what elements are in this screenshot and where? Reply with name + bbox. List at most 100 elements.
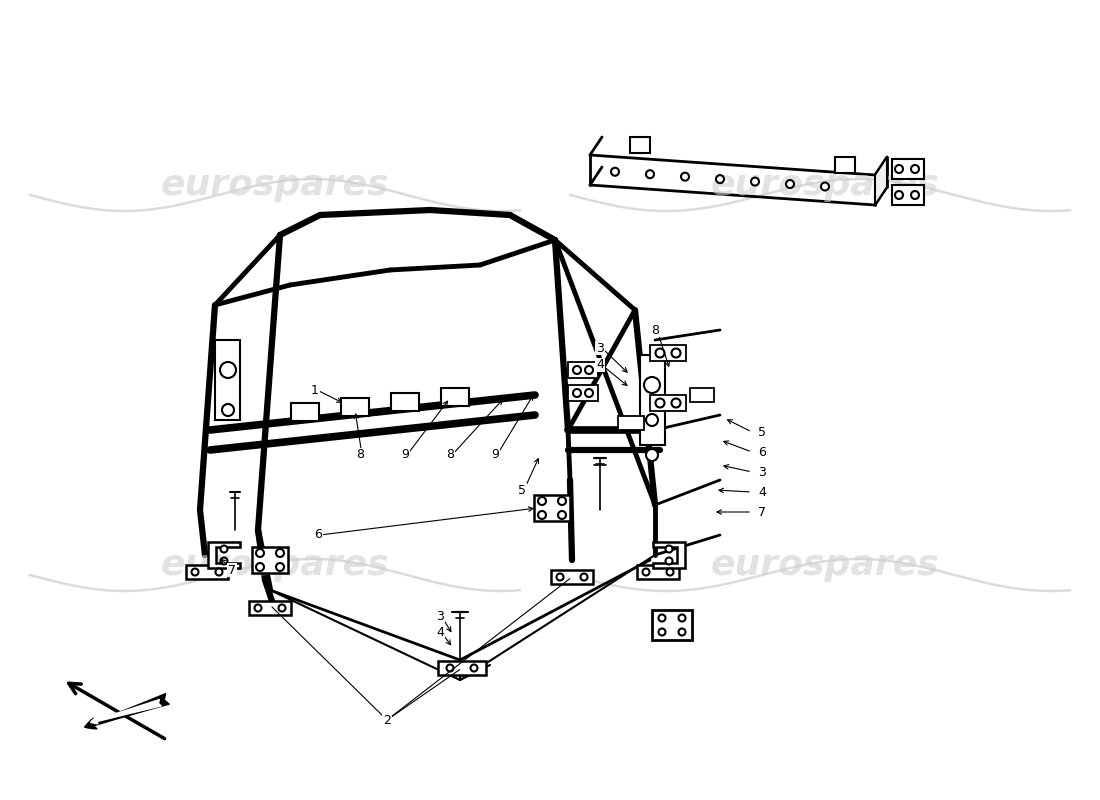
Circle shape [895,165,903,173]
Circle shape [911,191,918,199]
Text: 8: 8 [446,449,454,462]
Text: 5: 5 [758,426,766,438]
Polygon shape [208,542,240,568]
Bar [341,398,368,416]
Polygon shape [214,340,240,420]
Circle shape [646,170,654,178]
Circle shape [671,349,681,358]
Circle shape [220,558,228,565]
Circle shape [558,497,566,505]
Text: 6: 6 [758,446,766,458]
Circle shape [585,389,593,397]
Bar [551,570,593,584]
Circle shape [716,175,724,183]
Circle shape [646,449,658,461]
Circle shape [666,546,672,553]
Circle shape [191,569,198,575]
Circle shape [679,629,685,635]
Bar [534,495,570,521]
Bar [652,610,692,640]
Circle shape [276,563,284,571]
Bar [637,565,679,579]
Circle shape [220,362,236,378]
Text: 3: 3 [596,342,604,354]
Circle shape [254,605,262,611]
Text: eurospares: eurospares [711,548,939,582]
Bar [438,661,486,675]
Circle shape [256,563,264,571]
Text: eurospares: eurospares [161,168,389,202]
Circle shape [447,665,453,671]
Text: 6: 6 [315,529,322,542]
Bar [892,159,924,179]
Circle shape [667,569,673,575]
Bar [249,601,292,615]
Circle shape [911,165,918,173]
Circle shape [895,191,903,199]
Text: 7: 7 [228,563,236,577]
Circle shape [821,182,829,190]
Circle shape [538,511,546,519]
Polygon shape [653,542,685,568]
Bar [390,393,419,411]
Bar [660,616,684,634]
Text: 7: 7 [758,506,766,518]
Text: 9: 9 [491,449,499,462]
Circle shape [573,389,581,397]
Bar [650,345,686,361]
Text: 4: 4 [758,486,766,498]
Bar [690,388,714,402]
Bar [292,403,319,421]
Circle shape [276,549,284,557]
Circle shape [786,180,794,188]
Text: 8: 8 [356,449,364,462]
Circle shape [642,569,649,575]
Circle shape [585,366,593,374]
Circle shape [751,178,759,186]
Circle shape [656,398,664,407]
Circle shape [679,614,685,622]
Circle shape [220,546,228,553]
Text: 3: 3 [436,610,444,623]
Text: 4: 4 [596,358,604,371]
Bar [186,565,228,579]
Circle shape [656,349,664,358]
Text: 9: 9 [402,449,409,462]
Text: 2: 2 [383,714,390,726]
Bar [441,388,469,406]
Bar [650,395,686,411]
Circle shape [256,549,264,557]
Circle shape [471,665,477,671]
Circle shape [646,414,658,426]
Circle shape [581,574,587,581]
Text: eurospares: eurospares [711,168,939,202]
Circle shape [573,366,581,374]
Text: 1: 1 [311,383,319,397]
Polygon shape [874,157,887,205]
Circle shape [659,614,666,622]
Text: 3: 3 [758,466,766,478]
Circle shape [671,398,681,407]
Polygon shape [835,157,855,173]
Polygon shape [640,355,666,445]
Circle shape [216,569,222,575]
Polygon shape [630,137,650,153]
Circle shape [222,404,234,416]
Bar [568,385,598,401]
Circle shape [681,173,689,181]
Circle shape [644,377,660,393]
Text: eurospares: eurospares [161,548,389,582]
Circle shape [278,605,286,611]
Text: 5: 5 [518,483,526,497]
Circle shape [558,511,566,519]
Text: 8: 8 [651,323,659,337]
Bar [892,185,924,205]
Circle shape [538,497,546,505]
Circle shape [557,574,563,581]
Bar [568,362,598,378]
Circle shape [666,558,672,565]
Text: 4: 4 [436,626,444,639]
Bar [618,416,644,430]
Bar [252,547,288,573]
Circle shape [659,629,666,635]
